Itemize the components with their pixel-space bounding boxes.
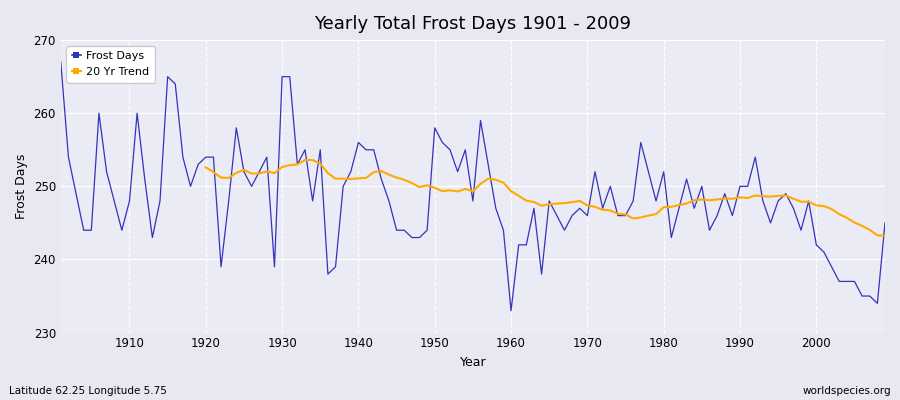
Text: Latitude 62.25 Longitude 5.75: Latitude 62.25 Longitude 5.75 [9, 386, 166, 396]
Legend: Frost Days, 20 Yr Trend: Frost Days, 20 Yr Trend [67, 46, 155, 82]
X-axis label: Year: Year [460, 356, 486, 369]
Text: worldspecies.org: worldspecies.org [803, 386, 891, 396]
Y-axis label: Frost Days: Frost Days [15, 154, 28, 219]
Title: Yearly Total Frost Days 1901 - 2009: Yearly Total Frost Days 1901 - 2009 [314, 15, 632, 33]
